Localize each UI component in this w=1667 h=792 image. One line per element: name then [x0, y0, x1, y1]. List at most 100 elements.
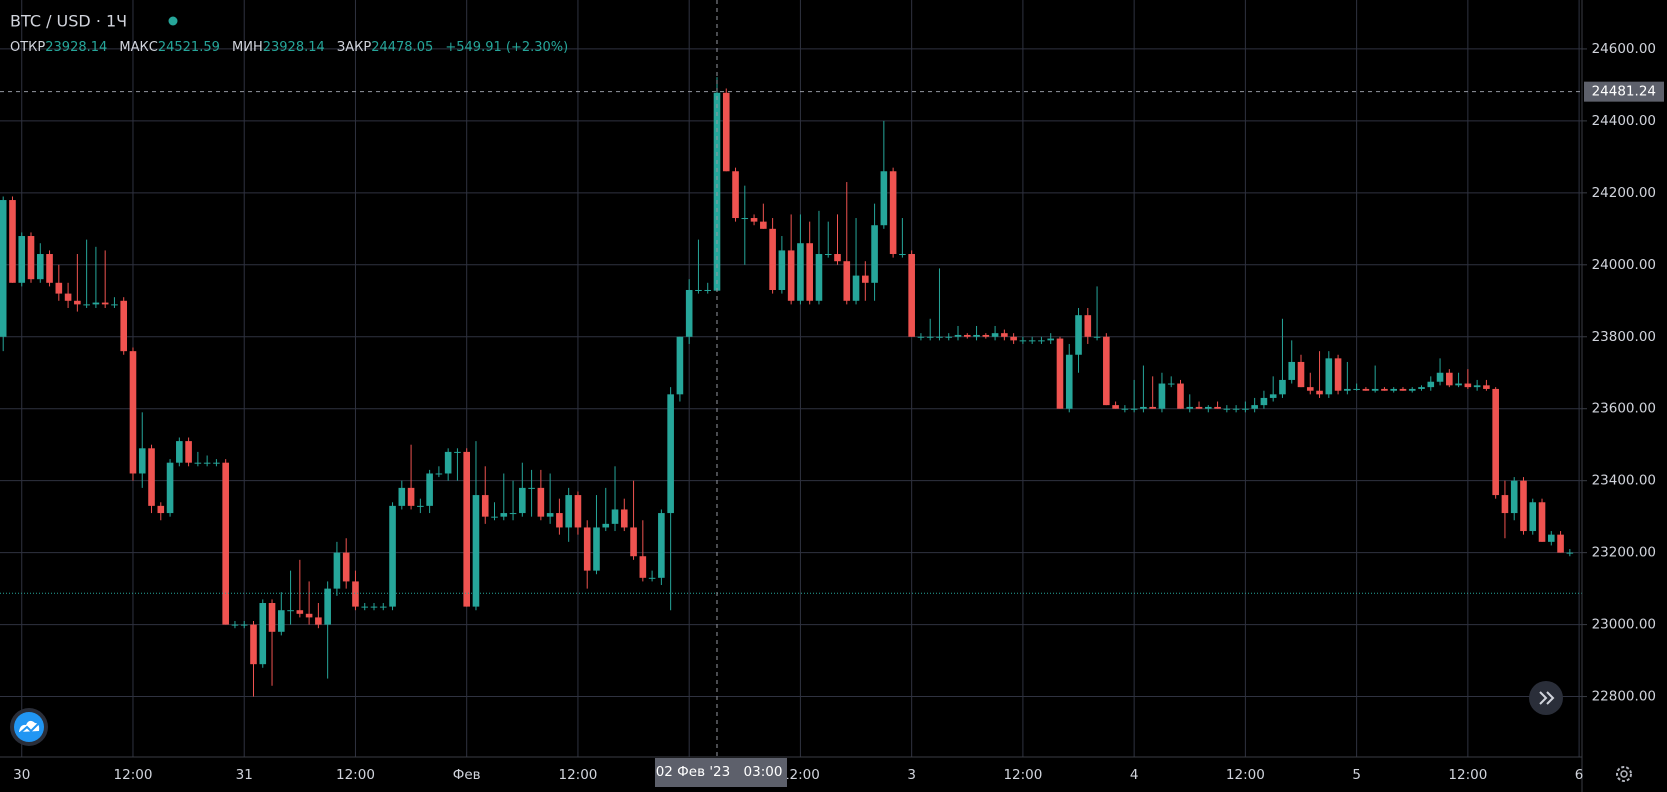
candle-body — [74, 300, 81, 305]
candle-body — [333, 552, 341, 589]
candle-body — [1334, 358, 1342, 391]
candle-body — [240, 624, 248, 626]
candle-body — [0, 200, 7, 337]
candle-body — [305, 613, 313, 618]
candle-body — [1140, 406, 1147, 409]
candle-body — [101, 302, 109, 305]
overlay — [0, 0, 1582, 757]
x-tick-label: Фев — [453, 767, 481, 783]
candle-body — [1047, 338, 1055, 341]
candle-body — [593, 527, 600, 571]
legend-label: ЗАКР — [337, 40, 371, 55]
candle-body — [685, 289, 693, 337]
candle-body — [176, 441, 183, 463]
candle-body — [157, 505, 165, 514]
candle-body — [407, 487, 415, 506]
candle-body — [815, 254, 823, 301]
x-tick-label: 12:00 — [1448, 767, 1487, 783]
chart-title: BTC / USD · 1Ч — [10, 12, 127, 31]
candle-body — [231, 624, 239, 626]
candle-body — [315, 617, 322, 625]
candle-body — [602, 523, 610, 528]
candle-body — [1381, 388, 1388, 391]
candle-body — [889, 171, 897, 255]
candle-body — [138, 448, 146, 474]
x-tick-label: 12:00 — [114, 767, 153, 783]
x-tick-label: 5 — [1352, 767, 1361, 783]
candle-body — [1205, 406, 1212, 409]
candle-body — [426, 473, 433, 506]
candle-body — [722, 92, 730, 172]
candle-body — [370, 606, 378, 608]
x-tick-label: 6 — [1575, 767, 1584, 783]
candle-body — [982, 334, 990, 337]
candle-body — [565, 495, 572, 528]
candle-body — [1084, 315, 1092, 337]
candle-body — [1464, 383, 1472, 388]
candle-body — [954, 334, 962, 337]
candle-body — [1288, 361, 1296, 380]
candle-body — [472, 495, 480, 607]
candle-body — [1538, 502, 1546, 542]
candle-body — [528, 487, 535, 489]
candle-body — [787, 250, 795, 301]
legend-label: ОТКР — [10, 40, 45, 55]
candle-body — [1306, 387, 1314, 391]
legend-value: 24478.05 — [371, 40, 433, 55]
candle-body — [945, 336, 953, 338]
logo-line — [19, 723, 39, 734]
candle-body — [36, 254, 44, 280]
candle-body — [18, 236, 26, 283]
candle-body — [908, 254, 915, 337]
candle-body — [1418, 387, 1425, 389]
candle-body — [1056, 338, 1064, 409]
candle-body — [213, 462, 220, 464]
legend-value: 23928.14 — [45, 40, 107, 55]
candle-body — [1353, 388, 1360, 390]
candle-body — [1232, 408, 1240, 410]
candle-body — [111, 304, 118, 306]
candle-body — [1130, 408, 1138, 410]
candle-body — [1455, 383, 1462, 386]
candle-body — [574, 495, 582, 528]
candle-body — [843, 261, 851, 301]
candle-body — [1121, 408, 1129, 410]
candle-body — [871, 225, 878, 283]
settings-button[interactable] — [1616, 766, 1632, 782]
candle-body — [963, 334, 971, 337]
candle-body — [9, 200, 16, 283]
crosshair-price-label: 24481.24 — [1592, 84, 1656, 100]
x-tick-label: 31 — [236, 767, 253, 783]
candle-body — [194, 462, 202, 464]
candle-body — [55, 282, 63, 294]
logo-button[interactable] — [10, 708, 48, 746]
candle-body — [1501, 495, 1509, 514]
candle-body — [417, 505, 424, 507]
candle-body — [583, 527, 591, 571]
candle-body — [1167, 383, 1175, 385]
candle-body — [463, 451, 470, 607]
candle-body — [880, 171, 888, 226]
candle-body — [899, 254, 906, 256]
candle-body — [203, 462, 211, 464]
scroll-to-latest-button[interactable] — [1529, 681, 1563, 715]
y-tick-label: 23000.00 — [1592, 617, 1656, 633]
candle-body — [658, 513, 665, 578]
candle-body — [1214, 406, 1221, 409]
scroll-button-icon — [1539, 691, 1555, 705]
candle-body — [537, 487, 545, 517]
candle-body — [1566, 552, 1574, 554]
candle-body — [1223, 408, 1231, 410]
candle-body — [1010, 336, 1017, 341]
crosshair-time-label: 03:00 — [744, 764, 783, 780]
candle-body — [250, 624, 257, 665]
candle-body — [936, 336, 943, 338]
y-tick-label: 24000.00 — [1592, 257, 1656, 273]
candle-body — [676, 336, 684, 395]
candle-body — [324, 588, 331, 625]
x-tick-label: 12:00 — [1226, 767, 1265, 783]
y-tick-label: 24600.00 — [1592, 41, 1656, 57]
grid — [0, 0, 1582, 757]
